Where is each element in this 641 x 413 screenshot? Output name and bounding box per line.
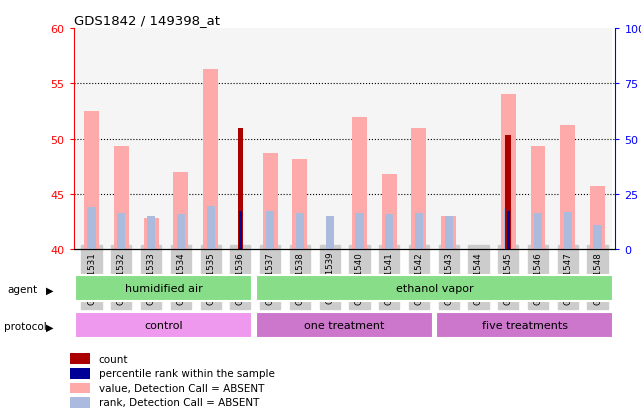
Bar bbox=[144, 219, 158, 250]
Bar bbox=[266, 211, 274, 250]
Bar bbox=[326, 217, 334, 250]
Bar bbox=[166, 29, 196, 250]
Bar bbox=[203, 70, 218, 250]
Bar bbox=[590, 187, 605, 250]
Text: humidified air: humidified air bbox=[125, 283, 203, 293]
Bar bbox=[292, 159, 307, 250]
Bar bbox=[315, 29, 345, 250]
Bar bbox=[70, 382, 90, 393]
Bar bbox=[415, 214, 423, 250]
Bar bbox=[206, 207, 215, 250]
FancyBboxPatch shape bbox=[75, 275, 252, 301]
Text: ▶: ▶ bbox=[46, 285, 54, 295]
Bar bbox=[531, 147, 545, 250]
Text: value, Detection Call = ABSENT: value, Detection Call = ABSENT bbox=[99, 383, 264, 393]
Bar bbox=[239, 211, 242, 250]
Text: protocol: protocol bbox=[4, 321, 47, 331]
Bar bbox=[563, 212, 572, 250]
Text: ethanol vapor: ethanol vapor bbox=[396, 283, 474, 293]
Bar bbox=[594, 225, 602, 250]
Bar bbox=[385, 214, 394, 250]
Bar bbox=[226, 29, 255, 250]
Bar bbox=[355, 214, 363, 250]
Bar bbox=[374, 29, 404, 250]
Bar bbox=[412, 128, 426, 250]
Bar bbox=[345, 29, 374, 250]
Bar bbox=[84, 112, 99, 250]
Bar bbox=[70, 354, 90, 364]
Bar bbox=[404, 29, 434, 250]
Bar bbox=[87, 208, 96, 250]
Bar bbox=[77, 29, 106, 250]
Bar bbox=[504, 209, 512, 250]
Bar bbox=[352, 117, 367, 250]
Text: agent: agent bbox=[8, 284, 38, 294]
FancyBboxPatch shape bbox=[256, 312, 433, 338]
Bar bbox=[238, 128, 243, 250]
Text: count: count bbox=[99, 354, 128, 364]
FancyBboxPatch shape bbox=[75, 312, 252, 338]
Bar bbox=[263, 154, 278, 250]
Bar bbox=[445, 217, 453, 250]
Bar bbox=[147, 217, 155, 250]
Bar bbox=[70, 368, 90, 379]
Bar bbox=[523, 29, 553, 250]
Bar bbox=[463, 29, 494, 250]
Bar bbox=[117, 214, 126, 250]
Text: control: control bbox=[145, 320, 183, 330]
Bar bbox=[177, 214, 185, 250]
Text: percentile rank within the sample: percentile rank within the sample bbox=[99, 368, 274, 378]
Bar bbox=[505, 136, 511, 250]
Text: rank, Detection Call = ABSENT: rank, Detection Call = ABSENT bbox=[99, 397, 259, 407]
Bar bbox=[534, 214, 542, 250]
Bar bbox=[255, 29, 285, 250]
Bar bbox=[136, 29, 166, 250]
Bar bbox=[441, 217, 456, 250]
Text: five treatments: five treatments bbox=[482, 320, 568, 330]
Text: one treatment: one treatment bbox=[304, 320, 385, 330]
Bar bbox=[507, 211, 510, 250]
Bar bbox=[382, 175, 397, 250]
Bar bbox=[501, 95, 515, 250]
Bar bbox=[434, 29, 463, 250]
FancyBboxPatch shape bbox=[437, 312, 613, 338]
Bar bbox=[494, 29, 523, 250]
FancyBboxPatch shape bbox=[256, 275, 613, 301]
Bar bbox=[174, 173, 188, 250]
Bar bbox=[296, 214, 304, 250]
Bar bbox=[196, 29, 226, 250]
Text: GDS1842 / 149398_at: GDS1842 / 149398_at bbox=[74, 14, 220, 27]
Text: ▶: ▶ bbox=[46, 322, 54, 332]
Bar bbox=[114, 147, 129, 250]
Bar bbox=[106, 29, 136, 250]
Bar bbox=[583, 29, 612, 250]
Bar bbox=[560, 126, 575, 250]
Bar bbox=[285, 29, 315, 250]
Bar bbox=[553, 29, 583, 250]
Bar bbox=[70, 397, 90, 408]
